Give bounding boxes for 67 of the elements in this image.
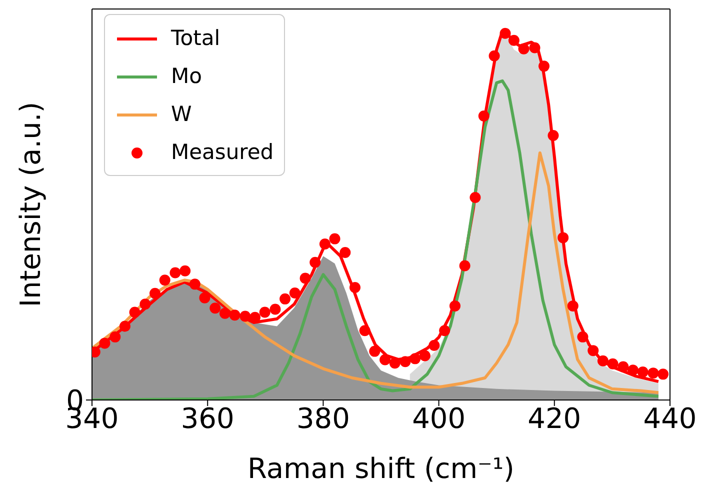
point bbox=[648, 368, 659, 379]
point bbox=[548, 130, 559, 142]
point bbox=[319, 238, 330, 250]
x-tick-label: 420 bbox=[528, 402, 582, 435]
x-tick-label: 380 bbox=[296, 402, 350, 435]
point bbox=[369, 346, 380, 357]
point bbox=[150, 288, 160, 299]
point bbox=[419, 350, 430, 362]
point bbox=[567, 300, 578, 312]
point bbox=[219, 308, 230, 319]
point bbox=[508, 34, 520, 46]
point bbox=[410, 353, 421, 364]
point bbox=[300, 272, 311, 284]
point bbox=[380, 354, 391, 366]
point bbox=[538, 60, 550, 72]
point bbox=[229, 310, 240, 321]
point bbox=[577, 331, 588, 342]
x-axis-title: Raman shift (cm⁻¹) bbox=[248, 452, 514, 485]
point bbox=[329, 233, 340, 244]
x-tick-label: 440 bbox=[643, 402, 697, 435]
point bbox=[607, 358, 618, 370]
legend-label: W bbox=[171, 102, 192, 126]
point bbox=[270, 304, 281, 315]
point bbox=[518, 43, 530, 54]
point bbox=[428, 340, 440, 351]
point bbox=[439, 325, 450, 336]
point bbox=[478, 110, 490, 122]
legend-label: Mo bbox=[171, 64, 202, 88]
point bbox=[170, 267, 181, 278]
point bbox=[289, 288, 300, 299]
point bbox=[558, 232, 569, 244]
legend-label: Total bbox=[171, 26, 220, 50]
point bbox=[129, 306, 140, 318]
point bbox=[389, 358, 400, 369]
point bbox=[349, 282, 360, 293]
point bbox=[159, 274, 170, 286]
point bbox=[449, 300, 460, 312]
point bbox=[488, 50, 500, 62]
point bbox=[470, 192, 481, 203]
point bbox=[189, 278, 200, 290]
y-axis-title: Intensity (a.u.) bbox=[14, 102, 47, 308]
point bbox=[240, 310, 251, 322]
point bbox=[199, 292, 210, 304]
point bbox=[99, 338, 110, 349]
x-tick-label: 360 bbox=[180, 402, 234, 435]
point bbox=[140, 298, 151, 310]
point bbox=[658, 368, 669, 380]
point bbox=[400, 356, 411, 368]
point bbox=[259, 306, 270, 318]
point bbox=[628, 364, 639, 376]
point bbox=[340, 246, 351, 258]
point bbox=[119, 320, 130, 332]
point bbox=[637, 366, 648, 378]
point bbox=[529, 42, 540, 54]
point bbox=[310, 256, 321, 268]
point bbox=[280, 293, 291, 304]
point bbox=[210, 302, 221, 314]
point bbox=[597, 355, 608, 366]
point bbox=[618, 361, 629, 372]
point bbox=[180, 265, 191, 276]
point bbox=[588, 345, 599, 356]
point bbox=[459, 260, 470, 272]
point bbox=[500, 28, 511, 39]
x-tick-label: 400 bbox=[412, 402, 466, 435]
legend-label: Measured bbox=[171, 140, 274, 164]
point bbox=[110, 331, 121, 342]
point bbox=[359, 325, 370, 336]
